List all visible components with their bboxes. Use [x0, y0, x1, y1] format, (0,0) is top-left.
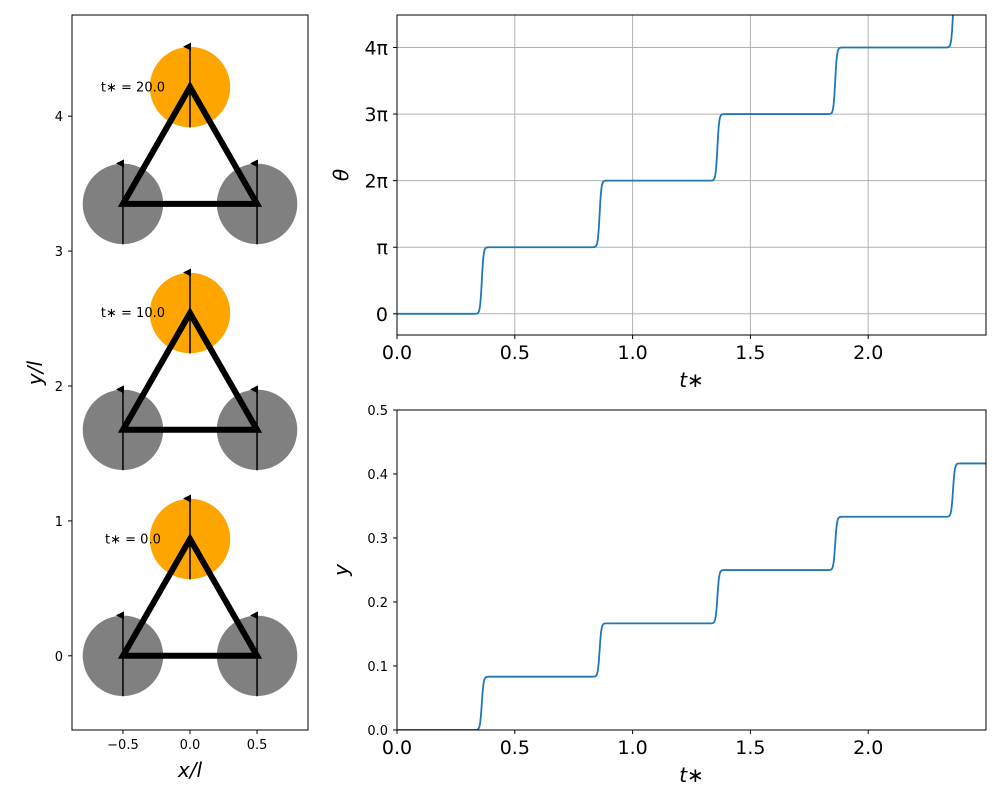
- y-tick-label: 3π: [364, 104, 388, 126]
- x-axis-label: x/l: [177, 758, 203, 782]
- y-tick-label: 2: [55, 380, 63, 395]
- y-plot-panel: 0.0 0.5 1.0 1.5 2.0 0.0 0.1 0.2 0.3 0.4 0.5 t∗ y: [329, 404, 987, 787]
- y-axis-label: y: [329, 563, 353, 577]
- y-tick-label: 0.1: [367, 660, 388, 675]
- trimer-triangle: [117, 80, 263, 207]
- x-tick-label: 1.5: [735, 737, 765, 759]
- x-tick-label: 1.5: [735, 342, 765, 364]
- x-tick-label: 0.0: [180, 738, 201, 753]
- x-axis-label: t∗: [679, 763, 704, 787]
- y-tick-label: 2π: [364, 171, 388, 193]
- y-tick-label: 4π: [364, 38, 388, 60]
- plot-frame: [396, 409, 987, 731]
- y-tick-label: 0.3: [367, 532, 388, 547]
- x-tick-label: 2.0: [853, 342, 883, 364]
- x-axis-label: t∗: [679, 368, 704, 392]
- x-tick-label: 0.5: [500, 342, 530, 364]
- x-tick-label: 1.0: [617, 737, 647, 759]
- snapshot-time-label: t∗ = 0.0: [105, 532, 161, 547]
- y-axis-label: θ: [329, 169, 353, 181]
- trimer-triangle: [117, 306, 263, 433]
- trimer-triangle: [117, 532, 263, 659]
- series-line: [397, 15, 954, 315]
- trimer-diagram-panel: t∗ = 0.0 t∗ = 10.0 t∗ = 20.0 −0.5 0.0 0.5 0 1 2 3…: [23, 14, 309, 782]
- x-tick-label: 0.0: [382, 342, 412, 364]
- y-tick-label: π: [377, 237, 388, 259]
- x-tick-label: 2.0: [853, 737, 883, 759]
- series-line: [397, 462, 986, 730]
- y-tick-label: 3: [55, 245, 63, 260]
- x-tick-label: 1.0: [617, 342, 647, 364]
- snapshot-time-label: t∗ = 20.0: [101, 81, 165, 96]
- snapshot-time-label: t∗ = 10.0: [101, 306, 165, 321]
- y-tick-label: 0: [376, 304, 388, 326]
- diagram-content: [82, 42, 298, 697]
- y-tick-label: 0.0: [367, 724, 388, 739]
- y-tick-label: 0.5: [367, 404, 388, 419]
- x-tick-label: 0.5: [247, 738, 268, 753]
- x-tick-label: 0.5: [500, 737, 530, 759]
- y-tick-label: 4: [55, 110, 63, 125]
- y-axis-label: y/l: [23, 360, 47, 386]
- theta-plot-panel: 0.0 0.5 1.0 1.5 2.0 0 π 2π 3π 4π t∗ θ: [329, 14, 987, 392]
- x-tick-label: −0.5: [107, 738, 139, 753]
- y-tick-label: 1: [55, 515, 63, 530]
- y-tick-label: 0.2: [367, 596, 388, 611]
- y-tick-label: 0.4: [367, 468, 388, 483]
- x-tick-label: 0.0: [382, 737, 412, 759]
- y-tick-label: 0: [55, 650, 63, 665]
- plot-frame: [396, 14, 987, 336]
